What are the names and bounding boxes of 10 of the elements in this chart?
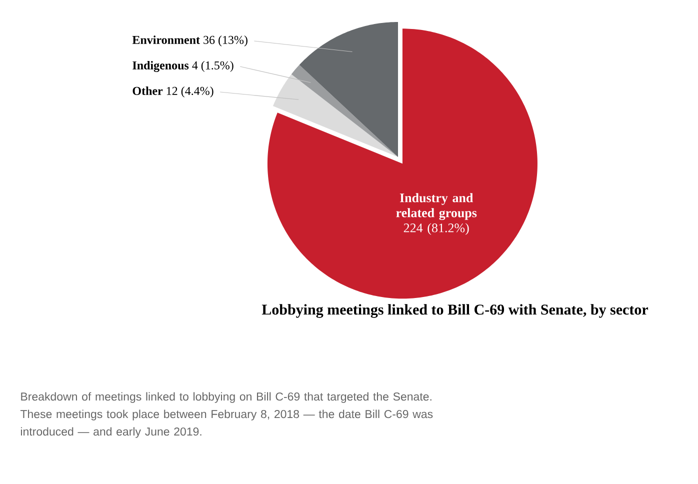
data-label: 36 (13%) xyxy=(204,36,248,46)
slice-label: Industry and related groups xyxy=(396,193,477,220)
slice-label: Indigenous xyxy=(132,61,189,72)
slice-label: Environment xyxy=(132,36,200,44)
data-label: 224 (81.2%) xyxy=(404,223,469,235)
data-label: 4 (1.5%) xyxy=(192,61,234,72)
data-label: 12 (4.4%) xyxy=(166,86,214,98)
text: Breakdown of meetings linked to lobbying on Bill C-69 that targeted the Senate. These meetings took place between February 8, 2018 — the date Bill C-69 was introduced — and early June 2019. xyxy=(20,392,433,438)
slice-label: Other xyxy=(132,86,163,95)
text: Lobbying meetings linked to Bill C-69 with Senate, by sector xyxy=(262,304,648,318)
